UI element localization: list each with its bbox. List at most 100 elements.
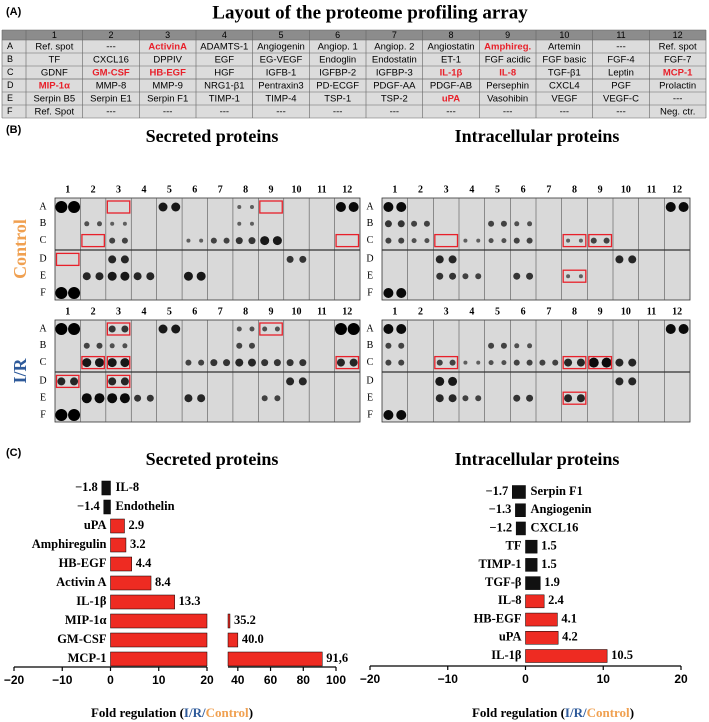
table-cell: PDGF-AB xyxy=(430,81,472,92)
array-spot xyxy=(448,255,457,264)
table-cell: --- xyxy=(106,42,116,53)
array-spot xyxy=(526,272,534,280)
table-cell: VEGF-C xyxy=(603,94,639,105)
table-cell: --- xyxy=(276,107,286,118)
category-label: MIP-1α xyxy=(65,613,107,627)
array-column-label: 6 xyxy=(192,184,197,195)
array-spot xyxy=(475,395,482,402)
x-tick-label: −20 xyxy=(4,673,25,687)
table-column-header: 8 xyxy=(448,30,453,40)
array-spot xyxy=(435,255,444,264)
chart-title: Intracellular proteins xyxy=(455,449,620,469)
array-row-label: B xyxy=(40,218,47,229)
table-cell: Vasohibin xyxy=(487,94,528,105)
x-tick-label: −20 xyxy=(360,672,381,686)
value-label: 4.4 xyxy=(136,556,152,570)
table-cell: Prolactin xyxy=(659,81,696,92)
array-spot xyxy=(223,237,230,244)
array-spot xyxy=(273,359,281,367)
highlight-box xyxy=(588,233,613,248)
array-row-label: C xyxy=(367,235,374,246)
array-spot xyxy=(514,221,520,227)
table-column-header: 5 xyxy=(278,30,283,40)
array-spot xyxy=(615,358,624,367)
x-tick-label: 0 xyxy=(107,673,114,687)
array-spot xyxy=(94,393,105,404)
table-cell: MMP-9 xyxy=(152,81,183,92)
array-spot xyxy=(488,342,495,349)
bar xyxy=(525,631,559,645)
array-column-label: 4 xyxy=(469,184,474,195)
category-label: IL-1β xyxy=(491,648,522,662)
table-cell: TIMP-1 xyxy=(209,94,240,105)
array-spot xyxy=(398,359,405,366)
table-cell: MIP-1α xyxy=(39,81,70,92)
table-column-header: 3 xyxy=(165,30,170,40)
value-label: −1.8 xyxy=(75,480,98,494)
table-cell: TSP-2 xyxy=(381,94,408,105)
array-spot xyxy=(462,395,469,402)
array-spot xyxy=(501,238,507,244)
highlight-box xyxy=(55,252,80,267)
array-spot xyxy=(210,237,217,244)
x-tick-label: 20 xyxy=(200,673,214,687)
array-column-label: 8 xyxy=(572,184,577,195)
array-spot xyxy=(564,358,573,367)
array-spot xyxy=(298,377,307,386)
array-column-label: 5 xyxy=(495,184,500,195)
array-spot xyxy=(347,323,360,335)
array-spot xyxy=(108,255,117,264)
x-axis-label-part: ) xyxy=(249,705,253,720)
x-tick-label: 10 xyxy=(152,673,166,687)
array-spot xyxy=(628,255,637,264)
array-spot xyxy=(513,359,520,366)
array-column-label: 11 xyxy=(317,306,326,317)
array-spot xyxy=(55,287,68,299)
highlight-box xyxy=(106,355,131,370)
array-spot xyxy=(513,394,521,402)
table-cell: HB-EGF xyxy=(149,68,186,79)
array-spot xyxy=(449,272,457,280)
array-spot xyxy=(198,359,205,366)
highlight-box xyxy=(335,355,360,370)
array-spot xyxy=(383,288,394,298)
category-label: Activin A xyxy=(56,575,106,589)
array-row-label: E xyxy=(367,392,373,403)
table-cell: IL-1β xyxy=(440,68,463,79)
array-spot xyxy=(435,376,445,386)
category-label: MCP-1 xyxy=(68,651,107,665)
bar xyxy=(110,651,208,667)
array-spot xyxy=(384,220,392,228)
array-spot xyxy=(186,238,191,243)
table-row-label: C xyxy=(7,67,14,77)
category-label: IL-1β xyxy=(76,594,107,608)
array-spot xyxy=(590,237,597,244)
table-cell: Serpin B5 xyxy=(33,94,75,105)
highlight-box xyxy=(106,200,131,214)
bar xyxy=(525,612,558,627)
condition-label: Control xyxy=(10,219,30,279)
table-cell: --- xyxy=(673,94,683,105)
highlight-box xyxy=(106,322,131,336)
array-spot xyxy=(501,360,507,366)
array-spot xyxy=(628,358,637,367)
bar xyxy=(110,556,132,572)
array-row-label: D xyxy=(366,376,373,387)
array-spot xyxy=(286,359,294,367)
table-column-header: 7 xyxy=(392,30,397,40)
array-column-label: 6 xyxy=(521,306,526,317)
array-column-label: 10 xyxy=(291,306,301,317)
table-cell: HGF xyxy=(214,68,234,79)
array-spot xyxy=(578,238,583,243)
array-row-label: A xyxy=(39,323,47,334)
table-cell: IGFBP-2 xyxy=(319,68,356,79)
table-cell: Ref. spot xyxy=(659,42,697,53)
highlight-box xyxy=(562,355,587,370)
table-header-bg xyxy=(2,30,706,40)
table-cell: IGFBP-3 xyxy=(376,68,413,79)
table-cell: ActivinA xyxy=(148,42,187,53)
table-cell: PGF xyxy=(611,81,631,92)
bar xyxy=(515,503,526,517)
array-spot xyxy=(197,394,206,403)
value-label: 1.5 xyxy=(541,557,557,571)
